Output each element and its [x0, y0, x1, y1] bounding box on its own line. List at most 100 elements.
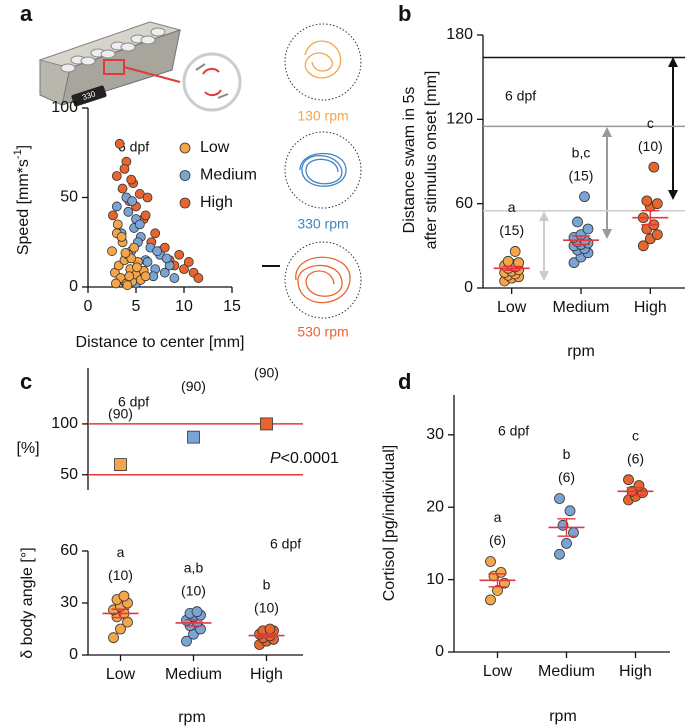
- n-label: (6): [489, 532, 506, 548]
- point: [579, 191, 590, 203]
- point: [142, 192, 153, 203]
- legend-marker: [179, 142, 191, 154]
- trajectory-label: 530 rpm: [297, 324, 348, 340]
- point: [561, 538, 572, 549]
- legend-marker: [179, 197, 191, 209]
- y-tick-label: 100: [51, 99, 78, 116]
- point: [568, 257, 580, 269]
- point: [161, 253, 172, 264]
- point: [509, 246, 521, 257]
- significance-letter: a,b: [184, 559, 204, 575]
- point: [123, 206, 134, 217]
- point: [191, 606, 203, 618]
- trajectory-label: 130 rpm: [297, 108, 348, 124]
- x-tick-label: Low: [106, 666, 136, 683]
- annotation: 6 dpf: [498, 423, 529, 439]
- y-tick-label: 50: [60, 466, 78, 483]
- n-label: (15): [499, 222, 524, 238]
- p-value: P<0.0001: [270, 450, 339, 467]
- point: [127, 196, 138, 206]
- point: [140, 210, 151, 221]
- legend-label: Low: [200, 139, 230, 156]
- y-axis-label: after stimulus onset [mm]: [423, 71, 440, 250]
- significance-letter: b: [563, 446, 571, 462]
- x-axis-label: rpm: [178, 709, 206, 726]
- point: [648, 161, 660, 173]
- point: [641, 195, 653, 207]
- x-tick-label: 15: [223, 298, 241, 315]
- point: [193, 273, 204, 283]
- panel-letter: d: [398, 369, 411, 394]
- point: [623, 474, 634, 486]
- point: [108, 632, 119, 644]
- point: [651, 229, 663, 240]
- n-label: (10): [108, 567, 133, 583]
- square-marker: [260, 417, 273, 431]
- n-label: (90): [108, 405, 133, 421]
- point: [152, 246, 163, 257]
- annotation: 6 dpf: [505, 88, 536, 104]
- y-tick-label: 120: [446, 111, 473, 128]
- point: [264, 623, 276, 635]
- point: [134, 219, 145, 230]
- n-label: (10): [254, 600, 279, 616]
- n-label: (15): [569, 167, 594, 183]
- x-axis-label: Distance to center [mm]: [76, 334, 245, 351]
- y-label-end: ]: [15, 145, 32, 149]
- point: [129, 242, 139, 253]
- n-label: (90): [181, 378, 206, 394]
- n-label: (6): [558, 469, 575, 485]
- panel-letter: b: [398, 1, 411, 26]
- y-tick-label: 30: [426, 426, 444, 443]
- y-tick-label: 60: [455, 195, 473, 212]
- significance-letter: b,c: [572, 144, 591, 160]
- point: [140, 271, 151, 282]
- point: [124, 271, 135, 282]
- panel-letter: a: [20, 1, 33, 26]
- y-tick-label: 180: [446, 26, 473, 43]
- point: [114, 138, 125, 149]
- point: [651, 198, 663, 210]
- n-label: (10): [638, 138, 663, 154]
- point: [179, 264, 189, 275]
- significance-letter: c: [632, 427, 639, 443]
- device-display: 330: [81, 89, 97, 102]
- point: [554, 493, 565, 504]
- point: [169, 273, 180, 283]
- y-tick-label: 100: [51, 415, 78, 432]
- y-axis-label: δ body angle [°]: [19, 547, 36, 658]
- significance-letter: a: [508, 199, 516, 215]
- annotation: 6 dpf: [270, 536, 301, 552]
- point: [485, 556, 496, 567]
- trajectories: [262, 23, 362, 319]
- y-tick-label: 0: [69, 278, 78, 295]
- point: [174, 249, 185, 260]
- point: [108, 210, 118, 221]
- panel-letter: c: [20, 369, 32, 394]
- legend-label: Medium: [200, 167, 257, 184]
- y-axis-label: Speed [mm*s-1]: [12, 145, 32, 255]
- x-tick-label: Medium: [165, 666, 222, 683]
- y-axis-label: [%]: [16, 440, 39, 457]
- y-tick-label: 0: [464, 279, 473, 296]
- point: [122, 280, 133, 291]
- p-letter: P: [270, 450, 281, 467]
- point: [502, 255, 514, 267]
- n-label: (10): [181, 582, 206, 598]
- point: [118, 590, 130, 602]
- point: [110, 278, 121, 289]
- point: [485, 594, 496, 606]
- x-tick-label: Medium: [553, 299, 610, 316]
- y-label-text: Speed [mm*s: [15, 159, 32, 255]
- point: [107, 246, 117, 257]
- y-tick-label: 0: [435, 643, 444, 660]
- distance-arrows: [539, 57, 678, 281]
- point: [582, 223, 594, 235]
- device-illustration: [38, 21, 242, 112]
- n-label: (90): [254, 365, 279, 381]
- y-tick-label: 50: [60, 189, 78, 206]
- y-tick-label: 30: [60, 594, 78, 611]
- y-tick-label: 0: [69, 646, 78, 663]
- point: [637, 240, 649, 252]
